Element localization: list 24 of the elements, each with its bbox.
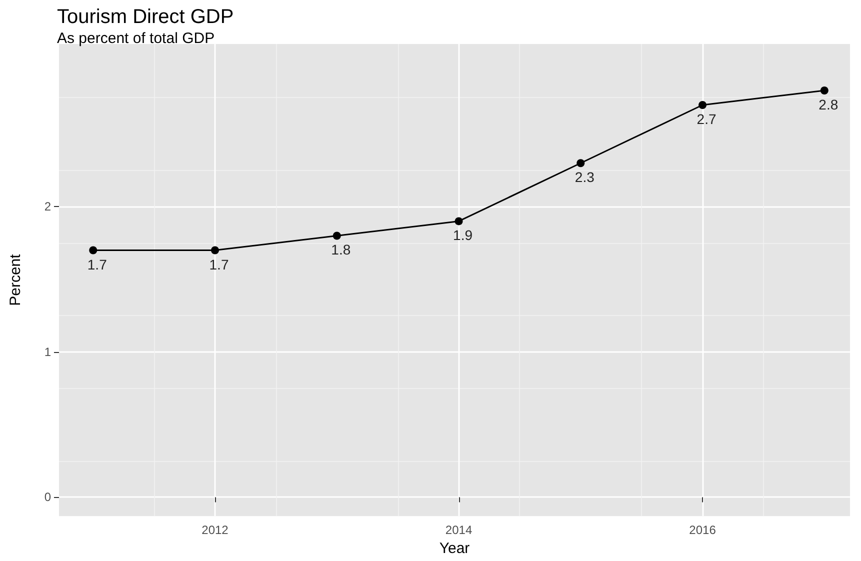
x-tick-label: 2012 — [202, 523, 229, 538]
data-label: 1.7 — [209, 256, 229, 272]
data-label: 2.8 — [818, 96, 838, 112]
x-tick-label: 2016 — [689, 523, 716, 538]
y-tick-label: 0 — [44, 490, 52, 504]
point — [698, 101, 707, 110]
y-axis-title: Percent — [7, 253, 24, 306]
point — [820, 86, 828, 94]
chart-title: Tourism Direct GDP — [57, 6, 234, 28]
data-label: 2.3 — [574, 169, 595, 186]
point — [454, 217, 463, 226]
data-label: 1.7 — [87, 256, 108, 272]
y-tick-label: 1 — [44, 344, 52, 359]
point — [89, 246, 98, 254]
data-label: 1.9 — [453, 227, 473, 244]
data-label: 1.8 — [331, 242, 351, 258]
point — [332, 232, 341, 240]
chart-subtitle: As percent of total GDP — [57, 30, 215, 47]
x-axis-title: Year — [439, 540, 470, 557]
y-tick-label: 2 — [44, 200, 52, 214]
point — [576, 159, 585, 168]
data-label: 2.7 — [696, 111, 716, 128]
x-tick-label: 2014 — [445, 523, 472, 538]
point — [211, 246, 220, 254]
